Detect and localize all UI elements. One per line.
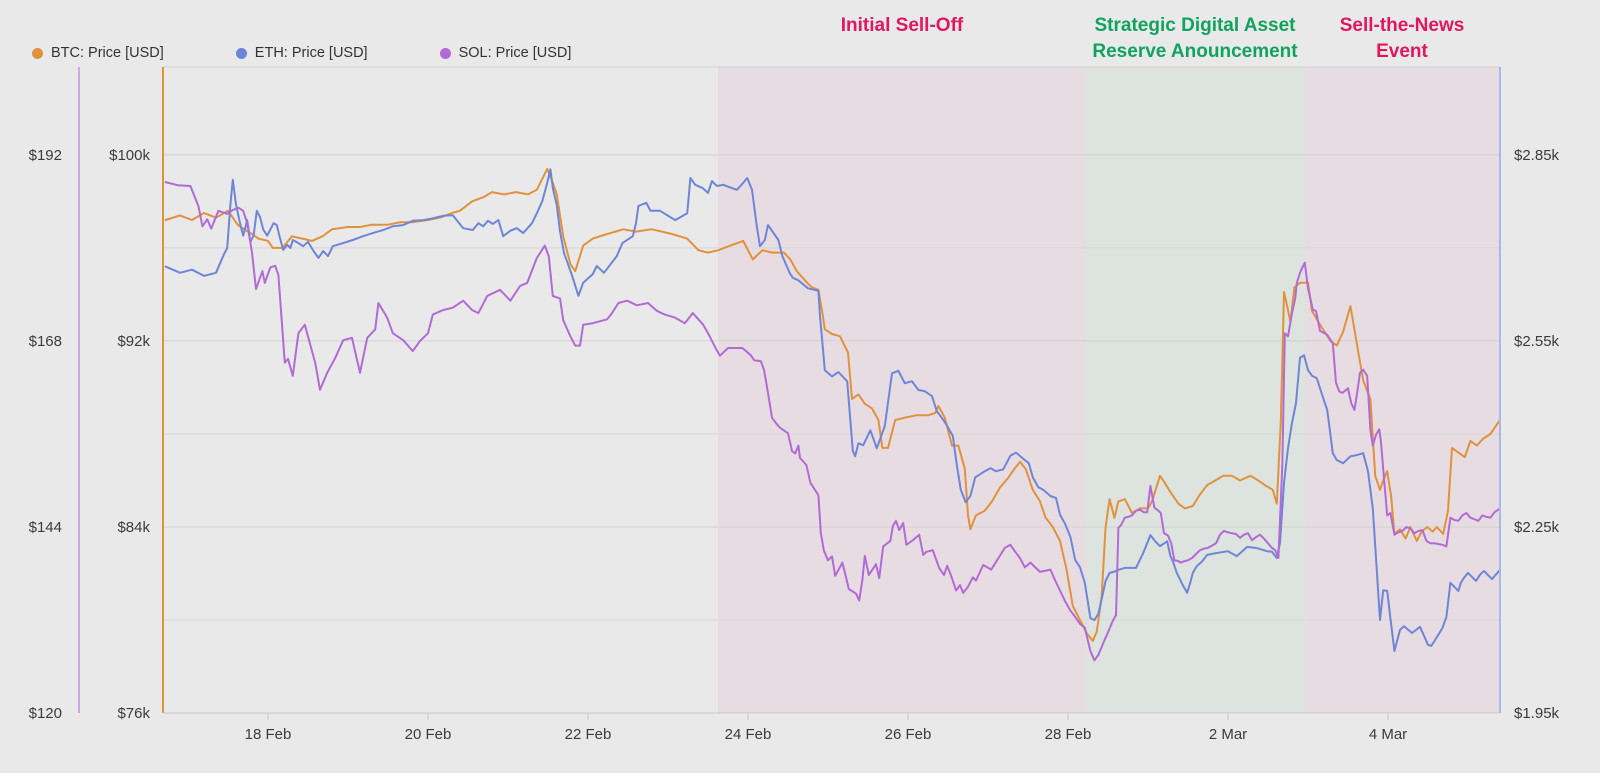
btc-price-line[interactable] bbox=[164, 167, 1501, 642]
annotation-sell-the-news: Sell-the-News Event bbox=[1340, 13, 1465, 65]
annotation-text: Reserve Anouncement bbox=[1092, 41, 1298, 62]
eth-tick-label: $2.85k bbox=[1514, 147, 1560, 164]
btc-legend-dot-icon bbox=[32, 47, 43, 59]
eth-tick-label: $2.55k bbox=[1514, 333, 1560, 350]
legend-label-sol: SOL: Price [USD] bbox=[458, 45, 572, 61]
reserve-announcement-region bbox=[1086, 67, 1305, 713]
x-tick-label: 28 Feb bbox=[1045, 726, 1092, 743]
annotation-text: Strategic Digital Asset bbox=[1094, 15, 1296, 36]
x-tick-label: 2 Mar bbox=[1209, 726, 1247, 743]
sell-the-news-region bbox=[1305, 67, 1500, 713]
x-tick-label: 26 Feb bbox=[885, 726, 932, 743]
annotation-text: Sell-the-News bbox=[1339, 15, 1465, 36]
eth-price-line[interactable] bbox=[164, 168, 1501, 652]
annotation-text: Initial Sell-Off bbox=[840, 15, 964, 36]
sol-price-line[interactable] bbox=[164, 181, 1501, 662]
x-tick-label: 22 Feb bbox=[565, 726, 612, 743]
legend-item-sol[interactable]: SOL: Price [USD] bbox=[438, 43, 580, 63]
annotation-text: Event bbox=[1376, 41, 1428, 62]
sol-tick-label: $120 bbox=[29, 705, 62, 722]
sol-tick-label: $144 bbox=[29, 519, 62, 536]
x-tick-label: 18 Feb bbox=[245, 726, 292, 743]
legend-label-btc: BTC: Price [USD] bbox=[51, 45, 164, 61]
sol-tick-label: $192 bbox=[29, 147, 62, 164]
sol-legend-dot-icon bbox=[439, 47, 451, 59]
eth-legend-dot-icon bbox=[235, 47, 247, 59]
eth-tick-label: $1.95k bbox=[1514, 705, 1560, 722]
x-tick-label: 4 Mar bbox=[1369, 726, 1407, 743]
btc-tick-label: $92k bbox=[117, 333, 150, 350]
annotation-initial-sell-off: Initial Sell-Off bbox=[841, 13, 963, 39]
eth-tick-label: $2.25k bbox=[1514, 519, 1560, 536]
btc-tick-label: $84k bbox=[117, 519, 150, 536]
legend-item-btc[interactable]: BTC: Price [USD] bbox=[30, 43, 172, 63]
initial-sell-off-region bbox=[718, 67, 1086, 713]
sol-tick-label: $168 bbox=[29, 333, 62, 350]
annotation-reserve-announcement: Strategic Digital Asset Reserve Anouncem… bbox=[1092, 13, 1297, 65]
x-tick-label: 24 Feb bbox=[725, 726, 772, 743]
chart-legend: BTC: Price [USD] ETH: Price [USD] SOL: P… bbox=[30, 43, 579, 63]
legend-item-eth[interactable]: ETH: Price [USD] bbox=[234, 43, 376, 63]
legend-label-eth: ETH: Price [USD] bbox=[254, 45, 368, 61]
btc-tick-label: $76k bbox=[117, 705, 150, 722]
x-tick-label: 20 Feb bbox=[405, 726, 452, 743]
btc-tick-label: $100k bbox=[109, 147, 150, 164]
